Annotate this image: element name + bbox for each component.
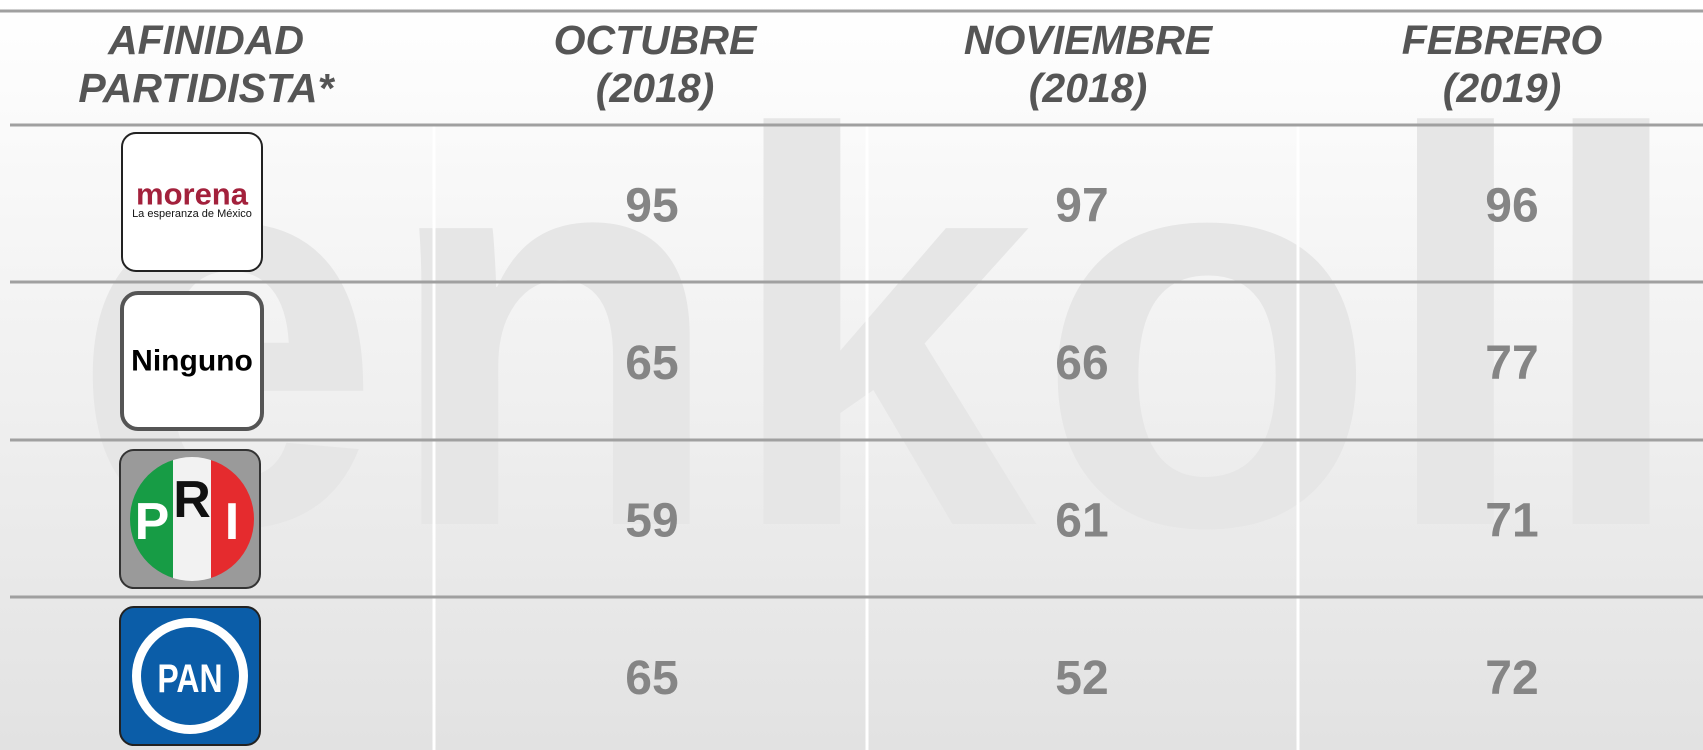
header-cell: OCTUBRE [554,17,758,63]
value-cell: 59 [625,494,678,547]
logo-text: R [173,471,211,529]
logo-text: morena [136,177,249,212]
logo-pan: PAN [119,606,261,746]
value-cell: 52 [1055,652,1108,705]
header-cell: (2018) [596,65,715,111]
header-cell: (2018) [1029,65,1148,111]
logo-text: Ninguno [131,345,253,378]
value-cell: 71 [1485,494,1538,547]
value-cell: 65 [625,337,678,390]
header-cell: AFINIDAD [107,17,304,63]
row-separators [0,9,1703,599]
header-cell: (2019) [1443,65,1562,111]
logo-pri: P R I [119,449,261,589]
logo-ninguno: Ninguno [120,291,264,431]
header-cell: NOVIEMBRE [964,17,1214,63]
value-cell: 97 [1055,179,1108,232]
logo-text: PAN [157,655,222,700]
header-cell: FEBRERO [1402,17,1603,63]
value-cell: 66 [1055,337,1108,390]
value-cell: 77 [1485,337,1538,390]
header-cell: PARTIDISTA* [78,65,335,111]
logo-morena: morena La esperanza de México [121,132,263,272]
value-cell: 72 [1485,652,1538,705]
logo-text: I [225,493,239,551]
logo-text: La esperanza de México [132,208,252,220]
logo-text: P [135,493,170,551]
column-separators [432,125,1300,750]
header: AFINIDADPARTIDISTA*OCTUBRE(2018)NOVIEMBR… [78,17,1602,111]
value-cell: 65 [625,652,678,705]
value-cell: 95 [625,179,678,232]
value-cell: 96 [1485,179,1538,232]
values: 95 97 96 65 66 77 59 61 71 65 52 72 [625,179,1538,705]
value-cell: 61 [1055,494,1108,547]
watermark: enkoll [71,17,1689,643]
